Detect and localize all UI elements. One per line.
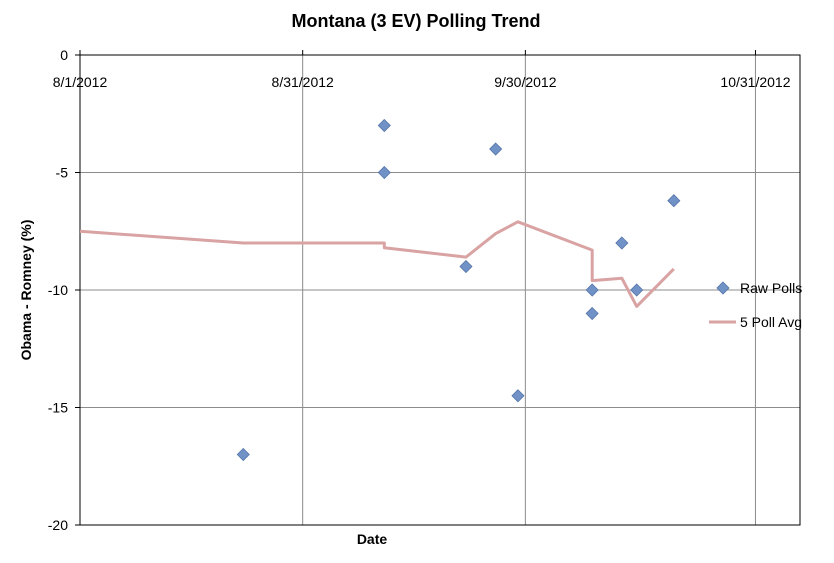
gridlines bbox=[75, 50, 800, 526]
raw-poll-point bbox=[459, 259, 473, 274]
x-tick-label: 8/31/2012 bbox=[272, 74, 334, 90]
y-axis-title: Obama - Romney (%) bbox=[18, 220, 34, 361]
legend-avg-label: 5 Poll Avg bbox=[740, 314, 802, 330]
y-tick-label: -10 bbox=[48, 282, 68, 298]
tick-labels: 0 -5 -10 -15 -20 8/1/2012 8/31/2012 9/30/2012 10… bbox=[48, 47, 791, 533]
x-tick-label: 8/1/2012 bbox=[53, 74, 108, 90]
raw-poll-point bbox=[489, 142, 503, 156]
x-axis-title: Date bbox=[357, 531, 388, 547]
y-tick-label: -5 bbox=[56, 165, 69, 181]
raw-points-layer bbox=[236, 118, 681, 462]
raw-poll-point bbox=[585, 283, 599, 297]
plot-area-frame bbox=[79, 54, 801, 526]
chart-title: Montana (3 EV) Polling Trend bbox=[291, 11, 540, 31]
legend: Raw Polls 5 Poll Avg bbox=[709, 280, 802, 330]
y-tick-label: -15 bbox=[48, 400, 68, 416]
average-line-layer bbox=[79, 220, 675, 308]
raw-poll-point bbox=[511, 389, 525, 403]
y-tick-label: -20 bbox=[48, 517, 68, 533]
five-poll-avg-line bbox=[79, 220, 675, 308]
x-tick-label: 10/31/2012 bbox=[720, 74, 790, 90]
legend-raw-polls-label: Raw Polls bbox=[740, 280, 802, 296]
raw-poll-point bbox=[615, 236, 629, 250]
legend-raw-polls-marker bbox=[716, 281, 730, 295]
raw-poll-point bbox=[377, 118, 391, 133]
x-tick-label: 9/30/2012 bbox=[494, 74, 556, 90]
raw-poll-point bbox=[236, 447, 250, 462]
raw-poll-point bbox=[630, 283, 644, 297]
raw-poll-point bbox=[667, 194, 681, 208]
raw-poll-point bbox=[585, 306, 599, 321]
raw-poll-point bbox=[377, 165, 391, 180]
y-tick-label: 0 bbox=[60, 47, 68, 63]
